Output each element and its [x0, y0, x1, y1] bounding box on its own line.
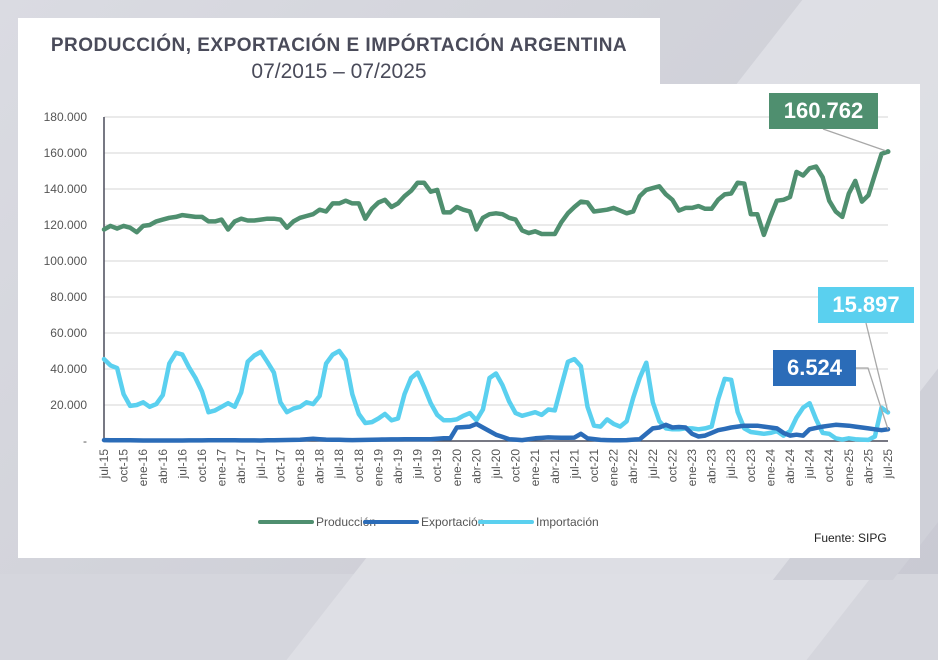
exportacion-value-callout: 6.524: [773, 350, 856, 386]
legend-swatch-exportacion: [363, 520, 419, 524]
x-tick-label: abr-18: [313, 449, 327, 484]
x-tick-label: jul-23: [724, 449, 738, 480]
y-tick-label: 140.000: [44, 182, 88, 196]
chart-title: PRODUCCIÓN, EXPORTACIÓN E IMPÓRTACIÓN AR…: [50, 35, 628, 56]
x-tick-label: jul-22: [646, 449, 660, 480]
leader-line-importacion: [865, 322, 889, 413]
produccion-value-label: 160.762: [783, 98, 864, 123]
title-card: [18, 18, 660, 86]
x-axis-ticks: jul-15 oct-15 ene-16 abr-16 jul-16 oct-16 ene-…: [97, 449, 895, 487]
x-tick-label: oct-21: [587, 449, 601, 483]
legend-label-produccion: Producción: [316, 515, 377, 529]
x-tick-label: jul-16: [175, 449, 189, 480]
x-tick-label: abr-22: [626, 449, 640, 484]
x-tick-label: abr-21: [548, 449, 562, 484]
y-tick-label: 80.000: [50, 290, 87, 304]
y-tick-label: 100.000: [44, 254, 88, 268]
x-tick-label: ene-25: [842, 449, 856, 487]
x-tick-label: abr-24: [783, 449, 797, 484]
x-tick-label: ene-20: [450, 449, 464, 487]
x-tick-label: abr-17: [234, 449, 248, 484]
legend-label-exportacion: Exportación: [421, 515, 485, 529]
x-tick-label: oct-24: [822, 449, 836, 483]
line-chart: - 20.000 40.000 60.000 80.000 100.000 120.000 1…: [44, 110, 895, 487]
legend-item-exportacion: Exportación: [363, 515, 484, 529]
x-tick-label: jul-20: [489, 449, 503, 480]
gridlines: [104, 116, 888, 406]
x-tick-label: ene-19: [371, 449, 385, 487]
x-tick-label: jul-21: [567, 449, 581, 480]
legend-swatch-produccion: [258, 520, 314, 524]
x-tick-label: abr-25: [861, 449, 875, 484]
y-tick-label: 60.000: [50, 326, 87, 340]
x-tick-label: ene-21: [528, 449, 542, 487]
x-tick-label: oct-20: [509, 449, 523, 483]
x-tick-label: abr-16: [156, 449, 170, 484]
x-tick-label: jul-24: [803, 449, 817, 480]
x-tick-label: jul-15: [97, 449, 111, 480]
x-tick-label: jul-17: [254, 449, 268, 480]
exportacion-value-label: 6.524: [786, 355, 843, 380]
x-tick-label: oct-18: [352, 449, 366, 483]
callout-leaders: [822, 128, 891, 430]
legend-item-produccion: Producción: [258, 515, 376, 529]
chart-card: [18, 84, 920, 558]
x-tick-label: ene-24: [763, 449, 777, 487]
x-tick-label: abr-23: [705, 449, 719, 484]
produccion-value-callout: 160.762: [769, 93, 878, 129]
x-tick-label: ene-23: [685, 449, 699, 487]
x-tick-label: ene-22: [607, 449, 621, 487]
end-point-produccion: [885, 149, 891, 155]
y-tick-label: -: [83, 434, 87, 448]
y-tick-label: 40.000: [50, 362, 87, 376]
x-tick-label: oct-22: [665, 449, 679, 483]
legend-label-importacion: Importación: [536, 515, 599, 529]
importacion-value-label: 15.897: [832, 292, 900, 317]
legend-swatch-importacion: [478, 520, 534, 524]
importacion-value-callout: 15.897: [818, 287, 914, 323]
x-tick-label: oct-16: [195, 449, 209, 483]
x-tick-label: abr-20: [469, 449, 483, 484]
x-tick-label: jul-25: [881, 449, 895, 480]
y-tick-label: 20.000: [50, 398, 87, 412]
x-tick-label: jul-18: [332, 449, 346, 480]
x-tick-label: ene-18: [293, 449, 307, 487]
leader-line-exportacion: [856, 367, 889, 430]
chart-subtitle: 07/2015 – 07/2025: [251, 60, 427, 83]
y-axis-ticks: - 20.000 40.000 60.000 80.000 100.000 120.000 1…: [44, 110, 88, 448]
legend-item-importacion: Importación: [478, 515, 599, 529]
y-tick-label: 160.000: [44, 146, 88, 160]
x-tick-label: oct-19: [430, 449, 444, 483]
series-line-importacion: [101, 348, 891, 443]
y-tick-label: 180.000: [44, 110, 88, 124]
x-tick-label: jul-19: [411, 449, 425, 480]
series-line-produccion: [101, 149, 891, 238]
x-tick-label: oct-23: [744, 449, 758, 483]
x-tick-label: oct-17: [273, 449, 287, 483]
series-line-exportacion: [101, 421, 891, 443]
series-lines: [101, 149, 891, 443]
y-tick-label: 120.000: [44, 218, 88, 232]
x-tick-label: ene-17: [215, 449, 229, 487]
x-tick-label: oct-15: [117, 449, 131, 483]
x-tick-label: ene-16: [136, 449, 150, 487]
source-note: Fuente: SIPG: [814, 531, 887, 545]
x-tick-label: abr-19: [391, 449, 405, 484]
leader-line-produccion: [822, 128, 889, 153]
